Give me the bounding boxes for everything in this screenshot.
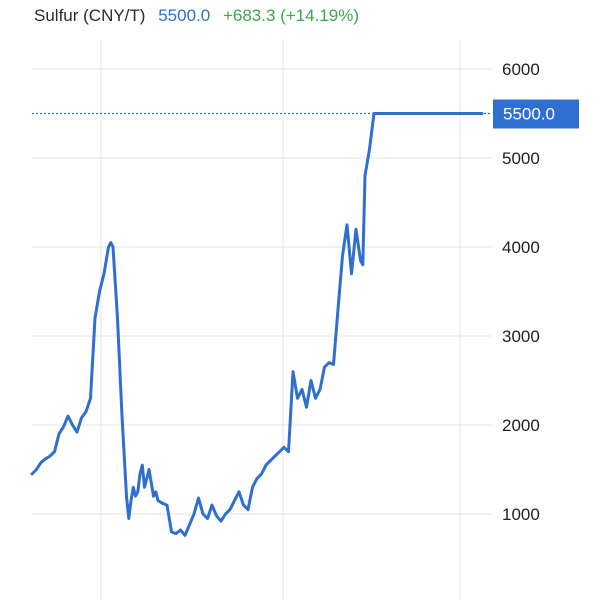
- chart-header: Sulfur (CNY/T) 5500.0 +683.3 (+14.19%): [34, 6, 367, 26]
- current-price-badge-label: 5500.0: [503, 105, 555, 124]
- y-tick-1000: 1000: [502, 505, 540, 524]
- y-tick-5000: 5000: [502, 149, 540, 168]
- y-tick-6000: 6000: [502, 60, 540, 79]
- current-price: 5500.0: [158, 6, 211, 25]
- y-axis-ticks: 1000 2000 3000 4000 5000 6000: [502, 60, 540, 524]
- grid: [32, 40, 492, 600]
- y-tick-3000: 3000: [502, 327, 540, 346]
- current-price-badge: 5500.0: [493, 99, 579, 129]
- price-line: [30, 112, 484, 537]
- current-price-badge-bg: [493, 99, 579, 129]
- instrument-title: Sulfur (CNY/T): [34, 6, 146, 25]
- y-tick-2000: 2000: [502, 416, 540, 435]
- y-tick-4000: 4000: [502, 238, 540, 257]
- price-change: +683.3 (+14.19%): [222, 6, 360, 25]
